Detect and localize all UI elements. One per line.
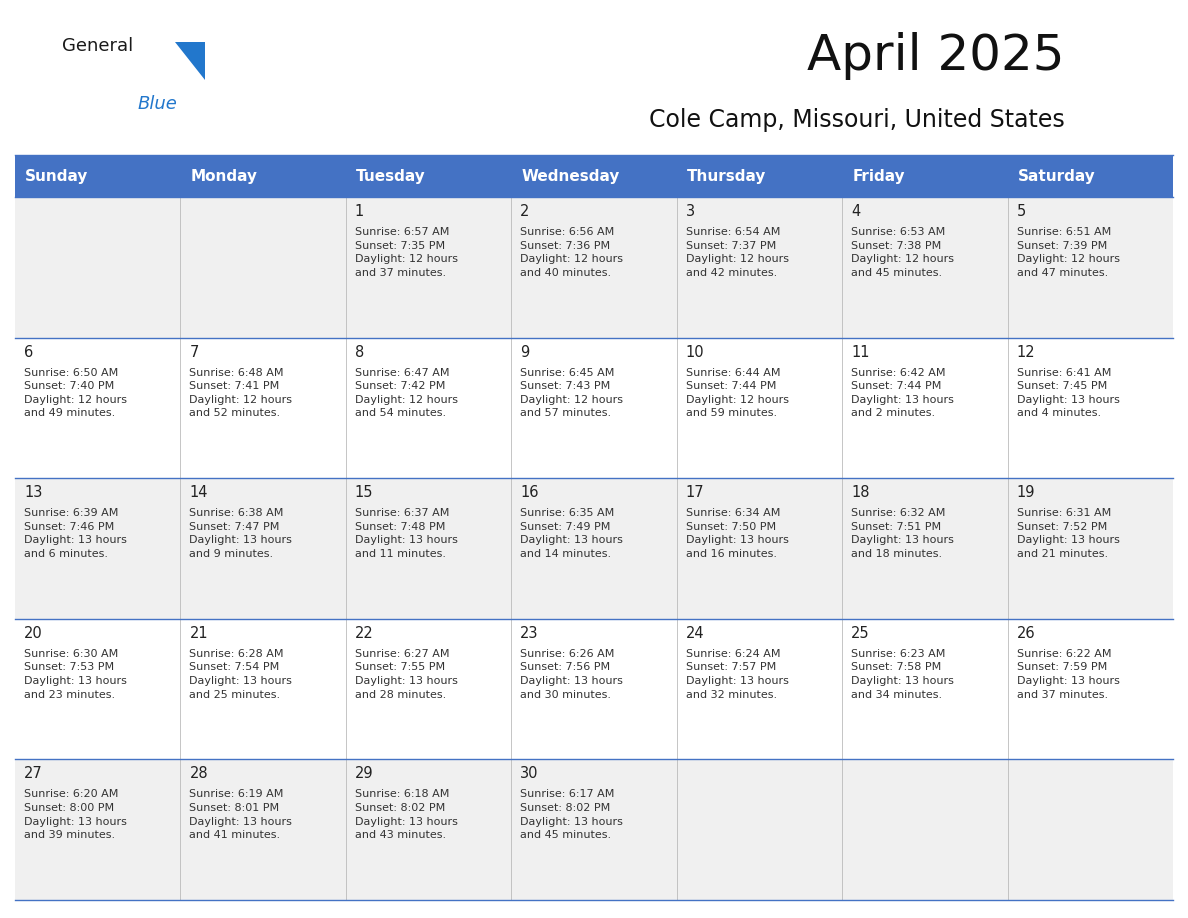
Text: Sunrise: 6:57 AM
Sunset: 7:35 PM
Daylight: 12 hours
and 37 minutes.: Sunrise: 6:57 AM Sunset: 7:35 PM Dayligh… [355,227,457,278]
Text: 25: 25 [851,626,870,641]
Text: Sunrise: 6:26 AM
Sunset: 7:56 PM
Daylight: 13 hours
and 30 minutes.: Sunrise: 6:26 AM Sunset: 7:56 PM Dayligh… [520,649,624,700]
Text: 22: 22 [355,626,373,641]
Text: 21: 21 [189,626,208,641]
Text: Sunrise: 6:56 AM
Sunset: 7:36 PM
Daylight: 12 hours
and 40 minutes.: Sunrise: 6:56 AM Sunset: 7:36 PM Dayligh… [520,227,624,278]
Text: Sunrise: 6:37 AM
Sunset: 7:48 PM
Daylight: 13 hours
and 11 minutes.: Sunrise: 6:37 AM Sunset: 7:48 PM Dayligh… [355,509,457,559]
Text: 4: 4 [851,204,860,219]
Text: Sunrise: 6:18 AM
Sunset: 8:02 PM
Daylight: 13 hours
and 43 minutes.: Sunrise: 6:18 AM Sunset: 8:02 PM Dayligh… [355,789,457,840]
Polygon shape [175,42,206,80]
Text: Sunrise: 6:30 AM
Sunset: 7:53 PM
Daylight: 13 hours
and 23 minutes.: Sunrise: 6:30 AM Sunset: 7:53 PM Dayligh… [24,649,127,700]
Text: 24: 24 [685,626,704,641]
Text: 16: 16 [520,486,539,500]
Text: 13: 13 [24,486,43,500]
Text: 18: 18 [851,486,870,500]
Text: 9: 9 [520,344,530,360]
Text: Cole Camp, Missouri, United States: Cole Camp, Missouri, United States [650,108,1064,132]
Text: 27: 27 [24,767,43,781]
Text: 19: 19 [1017,486,1035,500]
Text: Sunrise: 6:45 AM
Sunset: 7:43 PM
Daylight: 12 hours
and 57 minutes.: Sunrise: 6:45 AM Sunset: 7:43 PM Dayligh… [520,367,624,419]
Text: Friday: Friday [852,169,905,184]
Text: Sunday: Sunday [25,169,88,184]
Text: Thursday: Thursday [687,169,766,184]
Text: Sunrise: 6:31 AM
Sunset: 7:52 PM
Daylight: 13 hours
and 21 minutes.: Sunrise: 6:31 AM Sunset: 7:52 PM Dayligh… [1017,509,1119,559]
Text: 5: 5 [1017,204,1025,219]
Text: Sunrise: 6:47 AM
Sunset: 7:42 PM
Daylight: 12 hours
and 54 minutes.: Sunrise: 6:47 AM Sunset: 7:42 PM Dayligh… [355,367,457,419]
Text: 10: 10 [685,344,704,360]
Text: Sunrise: 6:44 AM
Sunset: 7:44 PM
Daylight: 12 hours
and 59 minutes.: Sunrise: 6:44 AM Sunset: 7:44 PM Dayligh… [685,367,789,419]
Text: Sunrise: 6:48 AM
Sunset: 7:41 PM
Daylight: 12 hours
and 52 minutes.: Sunrise: 6:48 AM Sunset: 7:41 PM Dayligh… [189,367,292,419]
Text: 15: 15 [355,486,373,500]
Text: General: General [62,37,133,55]
Bar [15,619,1173,759]
Bar [15,478,1173,619]
Text: 26: 26 [1017,626,1035,641]
Text: 14: 14 [189,486,208,500]
Text: Wednesday: Wednesday [522,169,620,184]
Text: 2: 2 [520,204,530,219]
Text: Sunrise: 6:35 AM
Sunset: 7:49 PM
Daylight: 13 hours
and 14 minutes.: Sunrise: 6:35 AM Sunset: 7:49 PM Dayligh… [520,509,624,559]
Text: Sunrise: 6:39 AM
Sunset: 7:46 PM
Daylight: 13 hours
and 6 minutes.: Sunrise: 6:39 AM Sunset: 7:46 PM Dayligh… [24,509,127,559]
Text: Sunrise: 6:22 AM
Sunset: 7:59 PM
Daylight: 13 hours
and 37 minutes.: Sunrise: 6:22 AM Sunset: 7:59 PM Dayligh… [1017,649,1119,700]
Bar [15,338,1173,478]
Text: 12: 12 [1017,344,1035,360]
Text: Sunrise: 6:19 AM
Sunset: 8:01 PM
Daylight: 13 hours
and 41 minutes.: Sunrise: 6:19 AM Sunset: 8:01 PM Dayligh… [189,789,292,840]
Text: 17: 17 [685,486,704,500]
Text: Sunrise: 6:34 AM
Sunset: 7:50 PM
Daylight: 13 hours
and 16 minutes.: Sunrise: 6:34 AM Sunset: 7:50 PM Dayligh… [685,509,789,559]
Text: 23: 23 [520,626,539,641]
Text: 11: 11 [851,344,870,360]
Text: Sunrise: 6:54 AM
Sunset: 7:37 PM
Daylight: 12 hours
and 42 minutes.: Sunrise: 6:54 AM Sunset: 7:37 PM Dayligh… [685,227,789,278]
Text: Sunrise: 6:42 AM
Sunset: 7:44 PM
Daylight: 13 hours
and 2 minutes.: Sunrise: 6:42 AM Sunset: 7:44 PM Dayligh… [851,367,954,419]
Text: 6: 6 [24,344,33,360]
Text: 28: 28 [189,767,208,781]
Text: 20: 20 [24,626,43,641]
Text: 7: 7 [189,344,198,360]
Text: Sunrise: 6:24 AM
Sunset: 7:57 PM
Daylight: 13 hours
and 32 minutes.: Sunrise: 6:24 AM Sunset: 7:57 PM Dayligh… [685,649,789,700]
Bar [15,197,1173,338]
Bar [15,155,1173,197]
Text: Sunrise: 6:41 AM
Sunset: 7:45 PM
Daylight: 13 hours
and 4 minutes.: Sunrise: 6:41 AM Sunset: 7:45 PM Dayligh… [1017,367,1119,419]
Text: Sunrise: 6:23 AM
Sunset: 7:58 PM
Daylight: 13 hours
and 34 minutes.: Sunrise: 6:23 AM Sunset: 7:58 PM Dayligh… [851,649,954,700]
Text: 30: 30 [520,767,539,781]
Text: 1: 1 [355,204,364,219]
Text: 3: 3 [685,204,695,219]
Text: Sunrise: 6:51 AM
Sunset: 7:39 PM
Daylight: 12 hours
and 47 minutes.: Sunrise: 6:51 AM Sunset: 7:39 PM Dayligh… [1017,227,1119,278]
Text: Sunrise: 6:28 AM
Sunset: 7:54 PM
Daylight: 13 hours
and 25 minutes.: Sunrise: 6:28 AM Sunset: 7:54 PM Dayligh… [189,649,292,700]
Text: Tuesday: Tuesday [356,169,425,184]
Text: Monday: Monday [190,169,258,184]
Text: 29: 29 [355,767,373,781]
Text: 8: 8 [355,344,364,360]
Text: Sunrise: 6:27 AM
Sunset: 7:55 PM
Daylight: 13 hours
and 28 minutes.: Sunrise: 6:27 AM Sunset: 7:55 PM Dayligh… [355,649,457,700]
Text: Sunrise: 6:50 AM
Sunset: 7:40 PM
Daylight: 12 hours
and 49 minutes.: Sunrise: 6:50 AM Sunset: 7:40 PM Dayligh… [24,367,127,419]
Text: Sunrise: 6:20 AM
Sunset: 8:00 PM
Daylight: 13 hours
and 39 minutes.: Sunrise: 6:20 AM Sunset: 8:00 PM Dayligh… [24,789,127,840]
Text: Sunrise: 6:53 AM
Sunset: 7:38 PM
Daylight: 12 hours
and 45 minutes.: Sunrise: 6:53 AM Sunset: 7:38 PM Dayligh… [851,227,954,278]
Bar [15,759,1173,900]
Text: Sunrise: 6:38 AM
Sunset: 7:47 PM
Daylight: 13 hours
and 9 minutes.: Sunrise: 6:38 AM Sunset: 7:47 PM Dayligh… [189,509,292,559]
Text: Saturday: Saturday [1018,169,1095,184]
Text: Sunrise: 6:32 AM
Sunset: 7:51 PM
Daylight: 13 hours
and 18 minutes.: Sunrise: 6:32 AM Sunset: 7:51 PM Dayligh… [851,509,954,559]
Text: Blue: Blue [138,95,178,113]
Text: April 2025: April 2025 [808,32,1064,80]
Text: Sunrise: 6:17 AM
Sunset: 8:02 PM
Daylight: 13 hours
and 45 minutes.: Sunrise: 6:17 AM Sunset: 8:02 PM Dayligh… [520,789,624,840]
